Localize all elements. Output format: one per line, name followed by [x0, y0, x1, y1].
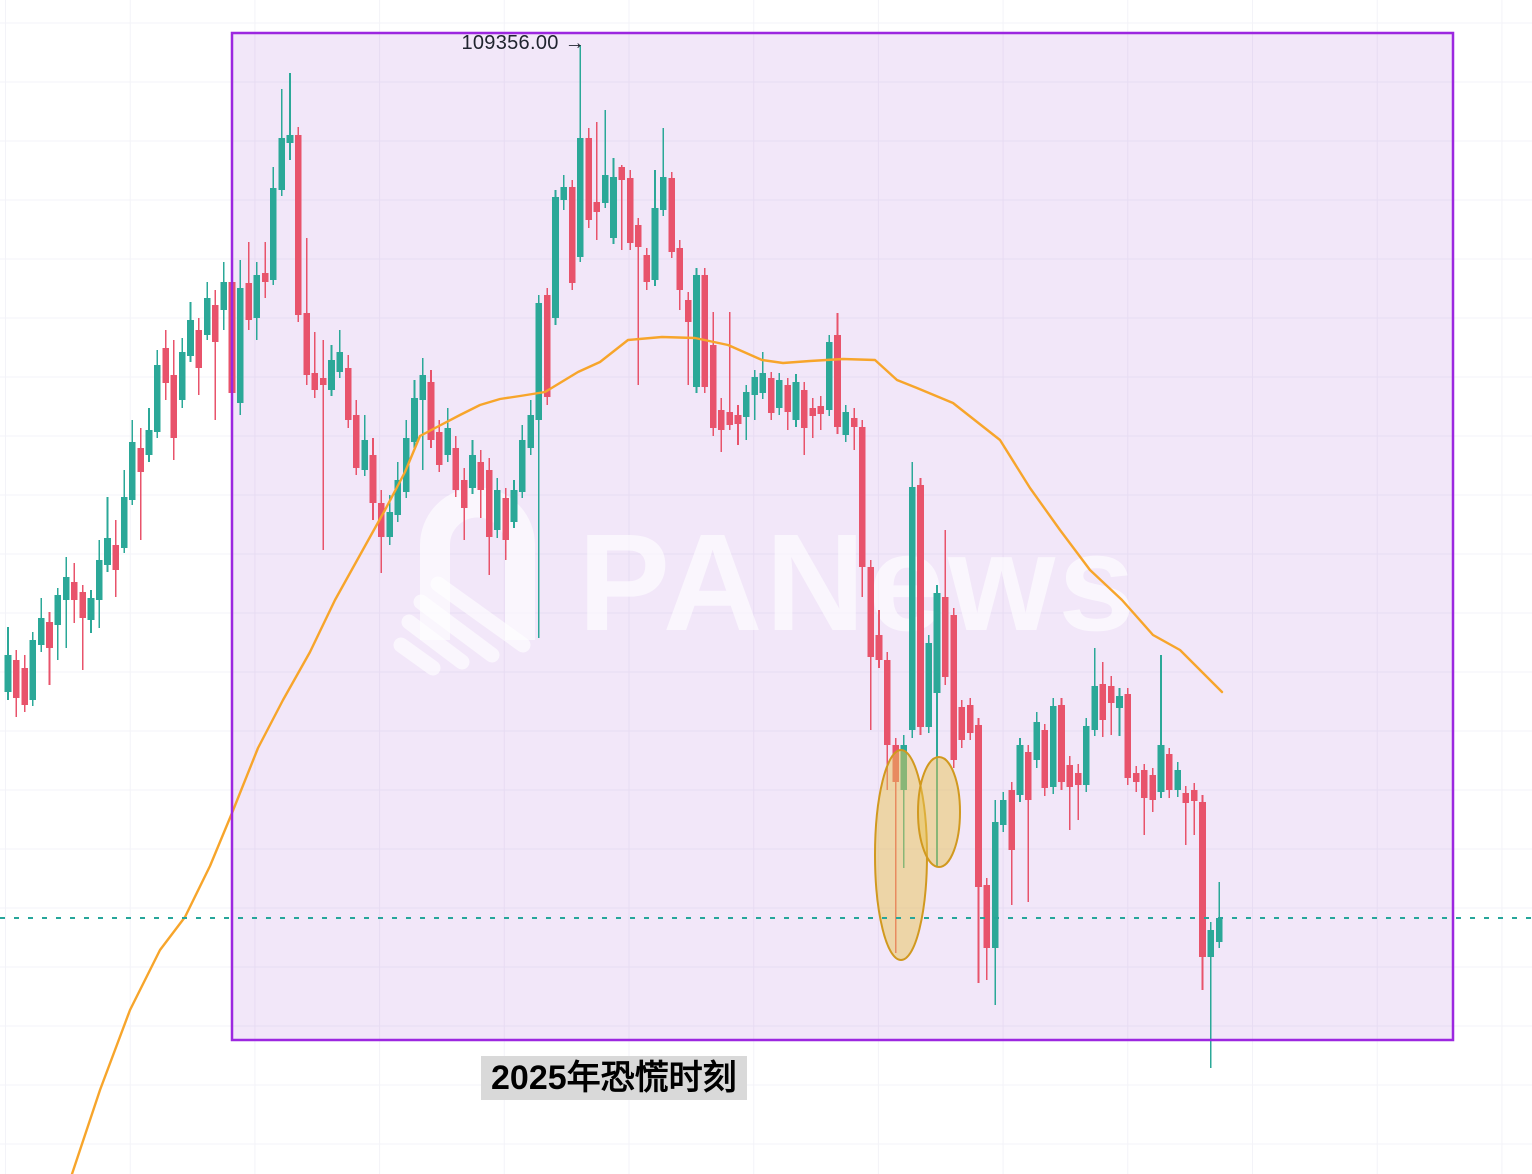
price-callout-label[interactable]: 109356.00 → [461, 32, 585, 55]
watermark: PANews [393, 487, 1138, 676]
highlight-box-border[interactable] [230, 31, 1455, 1042]
price-callout-value: 109356.00 [461, 32, 559, 54]
candles [4, 45, 1223, 1068]
panic-moment-label[interactable]: 2025年恐慌时刻 [481, 1056, 747, 1100]
ellipse-annotation[interactable] [874, 749, 928, 961]
panews-logo-icon [420, 487, 535, 640]
right-arrow-icon: → [564, 32, 585, 54]
watermark-text: PANews [578, 506, 1138, 660]
ellipse-annotation[interactable] [917, 756, 961, 868]
ma-line [70, 335, 1224, 1174]
